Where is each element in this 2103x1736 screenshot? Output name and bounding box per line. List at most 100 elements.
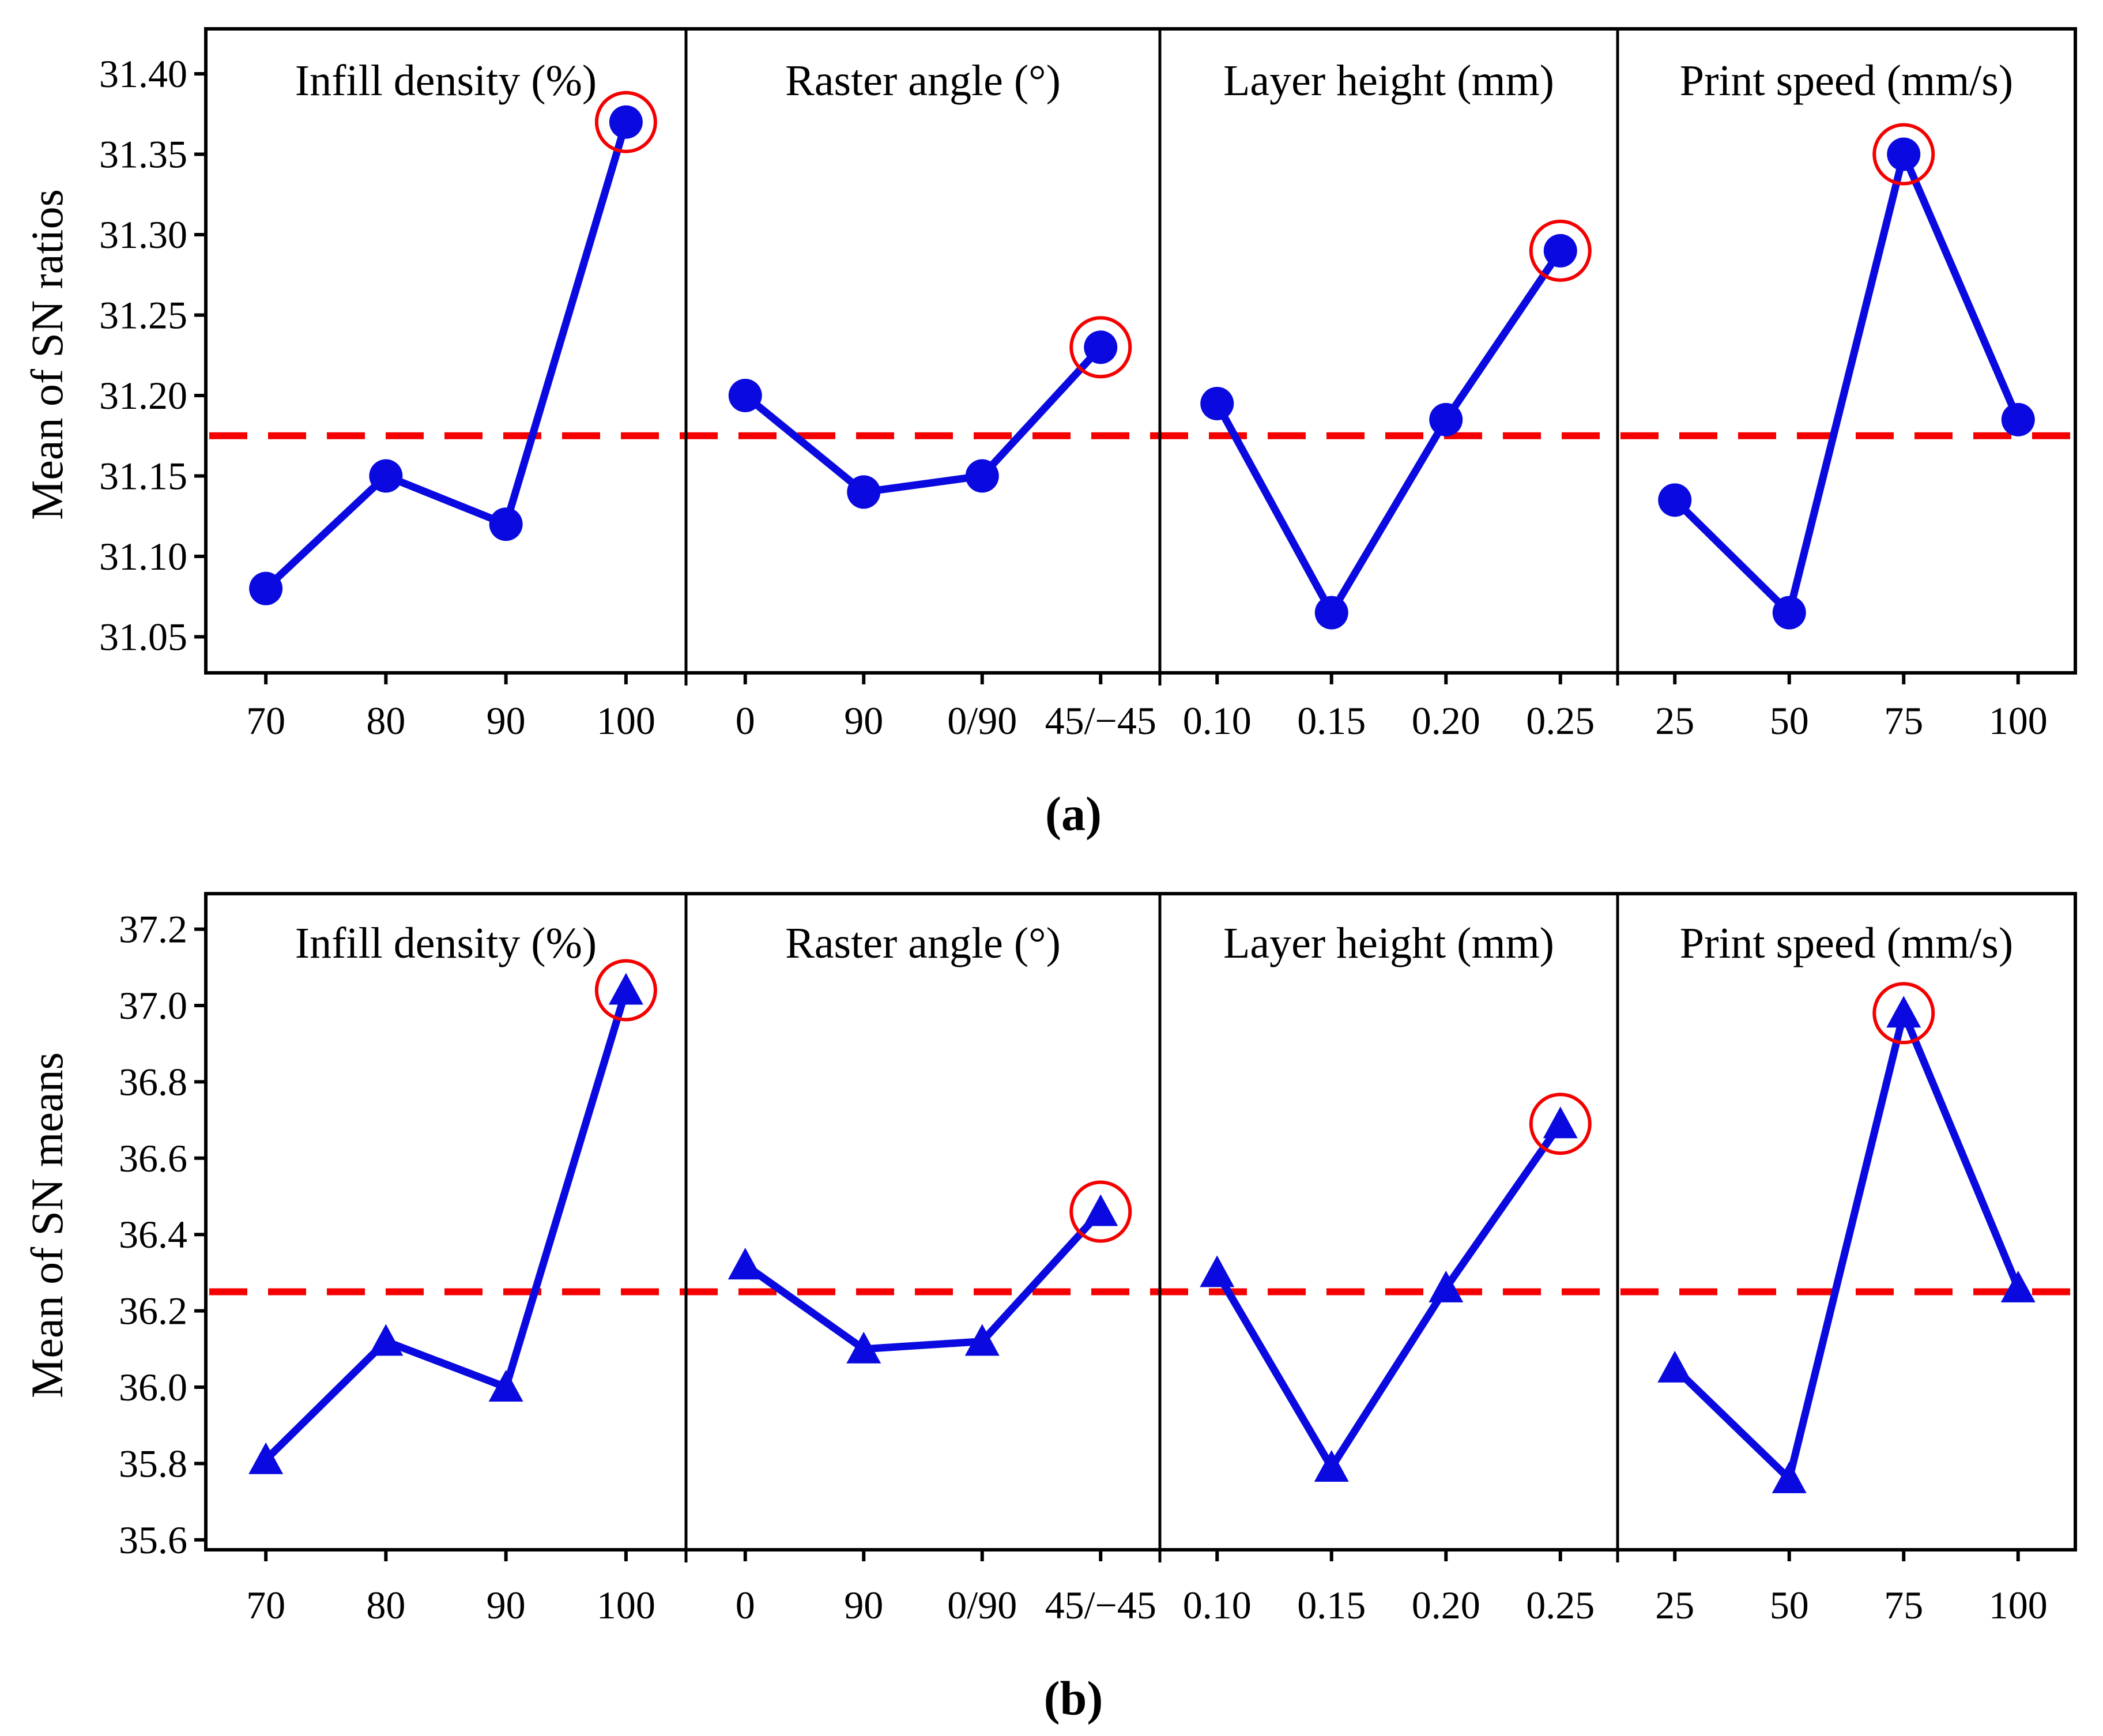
x-tick-label: 0 (736, 699, 755, 743)
chart-a: Infill density (%) 70 80 90 100 Raster angle … (99, 27, 2077, 743)
data-point-marker (1429, 1270, 1464, 1302)
x-tick-label: 25 (1655, 1583, 1694, 1627)
panel-b-1: Raster angle (°) 0 90 0/90 45/−45 (684, 894, 1156, 1627)
x-tick-label: 0 (736, 1583, 755, 1627)
x-tick-label: 70 (246, 1583, 285, 1627)
data-point-marker (2001, 402, 2035, 436)
plot-border (204, 892, 2077, 1552)
y-tick-label: 35.6 (119, 1518, 187, 1562)
series-line (741, 343, 1105, 496)
series-line (741, 1207, 1105, 1353)
x-tick-label: 50 (1770, 699, 1809, 743)
optimum-highlight-ring (1872, 123, 1935, 186)
optimum-highlight-ring (1529, 1093, 1592, 1155)
y-tick-label: 31.25 (99, 293, 187, 337)
series-line (1213, 247, 1565, 620)
x-tick-label: 75 (1884, 1583, 1923, 1627)
series-line (262, 986, 630, 1464)
panel-title: Print speed (mm/s) (1680, 919, 2013, 967)
data-point-marker (1429, 402, 1463, 436)
panel-a-1: Raster angle (°) 0 90 0/90 45/−45 (684, 29, 1156, 743)
y-tick-label: 36.2 (119, 1289, 187, 1333)
y-tick-label: 36.6 (119, 1136, 187, 1180)
data-point-marker (1658, 483, 1692, 517)
chart-b: Infill density (%) 70 80 90 100 Raster angle … (119, 892, 2077, 1627)
data-point-marker (368, 1324, 404, 1356)
x-tick-label: 0.10 (1183, 1583, 1252, 1627)
y-tick-label: 37.2 (119, 907, 187, 951)
panel-b-2: Layer height (mm) 0.10 0.15 0.20 0.25 (1158, 894, 1595, 1627)
x-tick-label: 0.15 (1297, 699, 1366, 743)
data-point-marker (846, 1331, 881, 1364)
optimum-highlight-ring (1529, 219, 1592, 282)
x-tick-label: 0/90 (947, 699, 1017, 743)
x-tick-label: 100 (597, 1583, 655, 1627)
x-tick-label: 100 (1989, 699, 2048, 743)
data-point-marker (1772, 596, 1806, 630)
x-tick-label: 90 (487, 699, 526, 743)
data-point-marker (728, 379, 762, 412)
data-point-marker (1543, 1106, 1578, 1139)
x-tick-label: 25 (1655, 699, 1694, 743)
subfigure-caption-a: (a) (1045, 787, 1102, 841)
x-tick-label: 80 (366, 699, 405, 743)
data-point-marker (488, 1370, 523, 1402)
y-tick-label: 31.15 (99, 454, 187, 498)
data-point-marker (609, 105, 643, 139)
data-point-marker (249, 571, 283, 605)
x-tick-label: 0.20 (1412, 699, 1480, 743)
x-tick-label: 100 (1989, 1583, 2048, 1627)
panel-title: Layer height (mm) (1223, 57, 1554, 105)
y-tick-label: 31.05 (99, 615, 187, 659)
x-tick-label: 45/−45 (1045, 699, 1156, 743)
data-point-marker (1886, 996, 1921, 1028)
data-point-marker (489, 507, 523, 541)
panel-title: Raster angle (°) (785, 57, 1061, 105)
panel-a-2: Layer height (mm) 0.10 0.15 0.20 0.25 (1158, 29, 1595, 743)
data-point-marker (1543, 234, 1577, 268)
x-tick-label: 0.20 (1412, 1583, 1480, 1627)
x-tick-label: 90 (487, 1583, 526, 1627)
data-point-marker (1083, 1194, 1118, 1226)
data-point-marker (1314, 596, 1348, 630)
y-tick-label: 31.10 (99, 534, 187, 578)
y-tick-label: 37.0 (119, 984, 187, 1027)
data-point-marker (369, 459, 403, 493)
panel-b-3: Print speed (mm/s) 25 50 75 100 (1616, 894, 2048, 1627)
data-point-marker (2000, 1270, 2036, 1302)
panel-title: Print speed (mm/s) (1680, 57, 2013, 105)
x-tick-label: 100 (597, 699, 655, 743)
plot-border (204, 27, 2077, 675)
panel-title: Infill density (%) (295, 57, 597, 105)
x-tick-label: 0.15 (1297, 1583, 1366, 1627)
optimum-highlight-ring (1872, 982, 1935, 1045)
panel-a-3: Print speed (mm/s) 25 50 75 100 (1616, 29, 2048, 743)
x-tick-label: 0/90 (947, 1583, 1017, 1627)
x-tick-label: 0.25 (1526, 699, 1595, 743)
data-point-marker (1657, 1350, 1693, 1383)
data-point-marker (847, 475, 881, 509)
data-point-marker (1084, 330, 1118, 364)
y-tick-label: 31.20 (99, 374, 187, 417)
panel-a-0: Infill density (%) 70 80 90 100 (246, 57, 657, 743)
y-axis-title-sn-means: Mean of SN means (22, 1052, 72, 1399)
panel-b-0: Infill density (%) 70 80 90 100 (246, 919, 657, 1627)
x-tick-label: 50 (1770, 1583, 1809, 1627)
series-line (1213, 1120, 1565, 1475)
optimum-highlight-ring (1069, 316, 1132, 379)
y-tick-label: 31.40 (99, 52, 187, 96)
data-point-marker (1887, 137, 1921, 171)
x-tick-label: 0.25 (1526, 1583, 1595, 1627)
y-axis-title-sn-ratios: Mean of SN ratios (22, 189, 72, 521)
x-tick-label: 70 (246, 699, 285, 743)
data-point-marker (1200, 386, 1234, 420)
optimum-highlight-ring (594, 91, 657, 153)
panel-title: Infill density (%) (295, 919, 597, 967)
panel-title: Layer height (mm) (1223, 919, 1554, 967)
x-tick-label: 90 (844, 1583, 883, 1627)
optimum-highlight-ring (594, 959, 657, 1022)
y-tick-label: 31.30 (99, 213, 187, 257)
x-tick-label: 90 (844, 699, 883, 743)
series-line (262, 118, 630, 593)
